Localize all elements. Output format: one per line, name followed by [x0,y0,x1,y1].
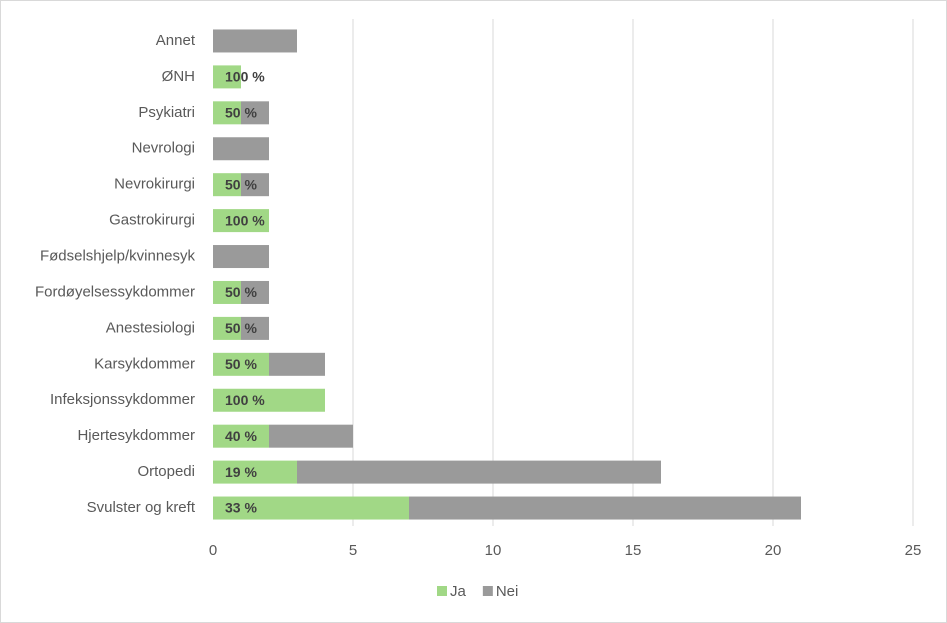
bar-segment [213,209,269,233]
y-tick-label: Hjertesykdommer [77,427,195,444]
bar-segment [213,65,241,89]
y-tick-label: Karsykdommer [94,355,195,372]
x-tick-label: 10 [485,542,502,559]
data-label: 100 % [225,392,265,408]
bar-segment [297,460,661,484]
data-label: 19 % [225,464,257,480]
bar-segment [241,316,269,340]
bar-segment [213,388,325,412]
y-tick-label: ØNH [162,68,195,85]
x-tick-label: 15 [625,542,642,559]
bar-segment [213,316,241,340]
bar-segment [269,352,325,376]
bar-segment [213,496,409,520]
x-tick-label: 25 [905,542,922,559]
data-label: 50 % [225,105,257,121]
x-tick-label: 5 [349,542,357,559]
bar-segment [241,173,269,197]
y-tick-label: Fødselshjelp/kvinnesyk [40,248,196,265]
data-label: 40 % [225,428,257,444]
bar-segment [213,173,241,197]
data-label: 50 % [225,176,257,192]
y-tick-label: Nevrologi [132,140,195,157]
y-tick-label: Ortopedi [137,463,195,480]
bar-segment [269,424,353,448]
bar-segment [213,245,269,269]
bar-segment [213,424,269,448]
data-label: 100 % [225,212,265,228]
data-label: 33 % [225,500,257,516]
legend-swatch [482,586,493,596]
y-tick-label: Anestesiologi [106,319,195,336]
x-tick-label: 20 [765,542,782,559]
y-tick-label: Psykiatri [138,104,195,121]
legend-label: Nei [496,583,519,600]
y-tick-label: Fordøyelsessykdommer [35,283,195,300]
y-tick-label: Annet [156,32,196,49]
data-label: 100 % [225,69,265,85]
legend-swatch [437,586,447,596]
bar-segment [409,496,801,520]
y-tick-label: Infeksjonssykdommer [50,391,195,408]
x-tick-label: 0 [209,542,217,559]
bar-segment [241,280,269,304]
bar-segment [213,460,297,484]
bar-segment [213,101,241,125]
data-label: 50 % [225,284,257,300]
bar-segment [213,29,297,53]
y-tick-label: Gastrokirurgi [109,212,195,229]
bar-segment [213,137,269,161]
y-tick-label: Svulster og kreft [87,499,196,516]
bar-segment [213,352,269,376]
bar-segment [241,101,269,125]
legend-label: Ja [450,583,467,600]
data-label: 50 % [225,356,257,372]
y-tick-label: Nevrokirurgi [114,176,195,193]
data-label: 50 % [225,320,257,336]
bar-segment [213,280,241,304]
